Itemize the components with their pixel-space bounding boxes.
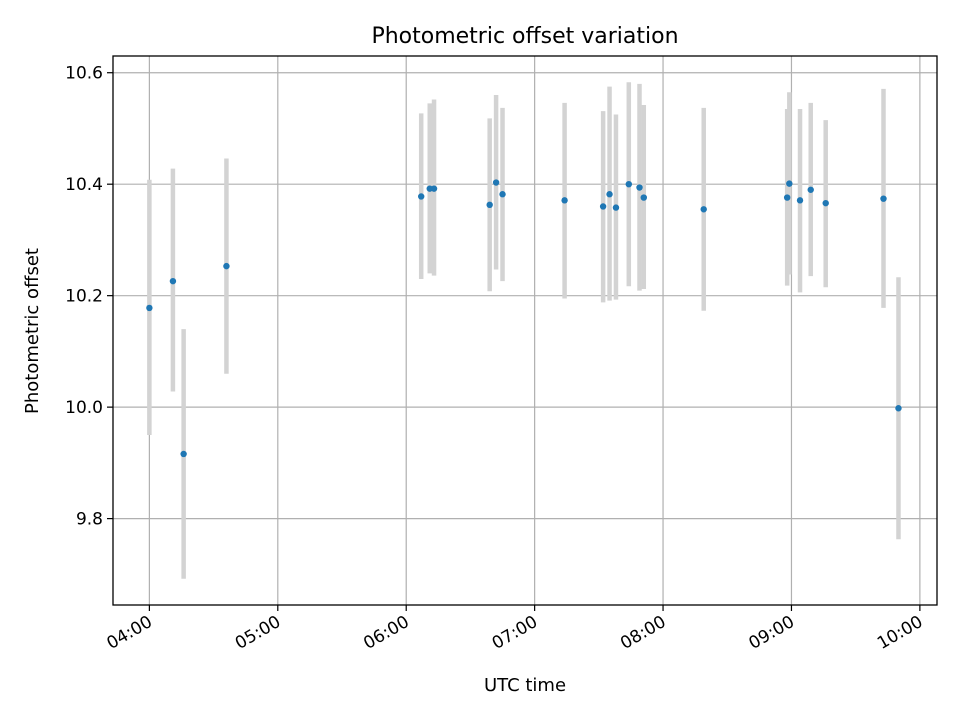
- data-point: [822, 199, 829, 207]
- y-tick-label: 10.0: [65, 398, 103, 418]
- data-point: [700, 206, 707, 213]
- y-tick-label: 10.6: [65, 64, 103, 84]
- data-point: [625, 180, 633, 188]
- data-points: [146, 179, 902, 458]
- data-point: [786, 180, 793, 187]
- data-point: [169, 277, 177, 285]
- data-point: [783, 194, 791, 201]
- data-point: [486, 201, 493, 209]
- x-axis-label: UTC time: [484, 675, 566, 696]
- y-tick-label: 9.8: [76, 510, 103, 530]
- data-point: [223, 262, 230, 270]
- data-point: [180, 450, 187, 458]
- y-axis-ticks: 9.8 10.0 10.2 10.4 10.6: [65, 64, 113, 530]
- y-axis-label: Photometric offset: [22, 248, 43, 414]
- data-point: [599, 203, 607, 210]
- data-point: [492, 179, 500, 186]
- y-tick-label: 10.2: [65, 287, 103, 307]
- data-point: [417, 193, 425, 200]
- data-point: [895, 405, 902, 412]
- data-point: [606, 191, 613, 198]
- data-point: [640, 194, 647, 201]
- data-point: [807, 186, 814, 193]
- y-tick-label: 10.4: [65, 175, 103, 195]
- chart-title: Photometric offset variation: [371, 24, 678, 49]
- data-point: [146, 304, 153, 312]
- data-point: [880, 195, 887, 202]
- data-point: [796, 197, 804, 204]
- data-point: [612, 204, 620, 211]
- data-point: [561, 197, 568, 204]
- data-point: [636, 184, 643, 191]
- data-point: [430, 185, 438, 192]
- plot-area-frame: [112, 55, 938, 606]
- data-point: [499, 191, 506, 198]
